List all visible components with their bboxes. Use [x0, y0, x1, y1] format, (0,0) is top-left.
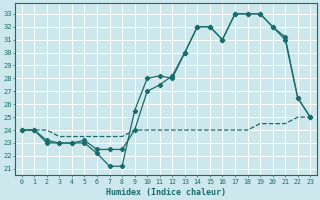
X-axis label: Humidex (Indice chaleur): Humidex (Indice chaleur) [106, 188, 226, 197]
